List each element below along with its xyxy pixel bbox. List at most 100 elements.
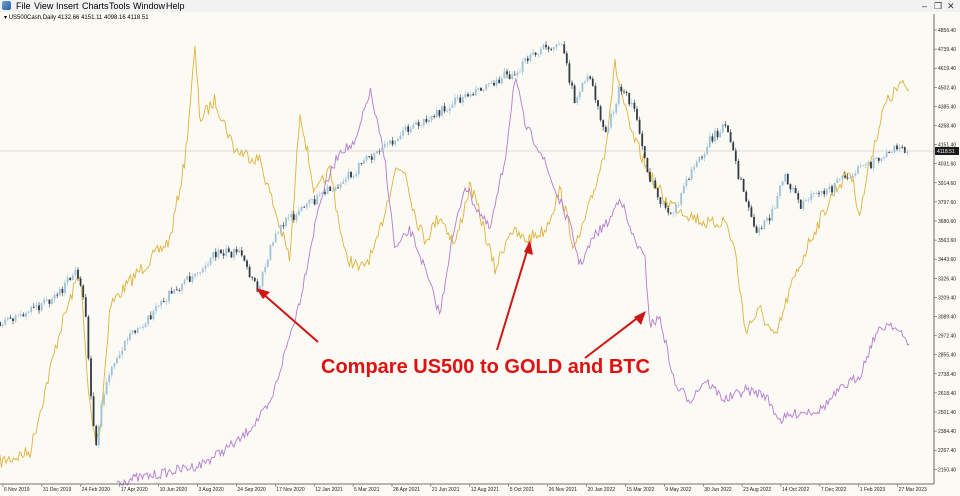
- price-axis-label: 3209.40: [938, 295, 956, 301]
- arrow-to-us500: [261, 292, 319, 343]
- candle-body: [212, 251, 215, 258]
- candle-body: [279, 225, 282, 233]
- candle-body: [220, 249, 222, 254]
- candle-body: [292, 214, 295, 220]
- candle-body: [74, 269, 77, 276]
- candle-body: [30, 307, 33, 312]
- candle-body: [97, 426, 100, 446]
- candle-body: [142, 327, 144, 328]
- candle-body: [342, 181, 345, 184]
- menu-charts[interactable]: Charts: [82, 1, 109, 11]
- candle-body: [103, 394, 105, 405]
- menu-file[interactable]: File: [16, 1, 31, 11]
- price-axis-label: 2738.40: [938, 372, 956, 378]
- candle-body: [350, 172, 352, 178]
- candle-body: [399, 135, 402, 140]
- candle-body: [862, 165, 865, 167]
- candle-body: [329, 186, 332, 191]
- menu-help[interactable]: Help: [166, 1, 185, 11]
- candle-body: [95, 426, 98, 446]
- candle-body: [838, 178, 841, 180]
- candle-body: [264, 266, 267, 272]
- candle-body: [823, 190, 826, 195]
- candle-body: [188, 276, 191, 282]
- menu-tools[interactable]: Tools: [109, 1, 131, 11]
- candle-body: [17, 315, 20, 317]
- candle-body: [422, 119, 425, 126]
- close-icon[interactable]: ✕: [947, 1, 955, 11]
- candle-body: [818, 193, 820, 194]
- candle-body: [472, 94, 475, 96]
- time-axis-label: 12 Jan 2021: [315, 487, 343, 493]
- candle-body: [370, 156, 373, 160]
- price-axis-label: 4739.40: [938, 47, 956, 53]
- candle-body: [690, 169, 693, 180]
- candle-body: [71, 275, 74, 281]
- candle-body: [620, 86, 623, 92]
- price-axis-label: 4031.60: [938, 162, 956, 168]
- candle-body: [204, 265, 207, 269]
- candle-body: [545, 44, 547, 48]
- candle-body: [435, 110, 438, 118]
- candle-body: [373, 153, 376, 160]
- candle-body: [129, 333, 131, 340]
- candle-body: [734, 150, 737, 161]
- candle-body: [607, 127, 610, 132]
- candle-body: [802, 200, 805, 209]
- candle-body: [253, 277, 256, 282]
- candle-body: [649, 171, 651, 182]
- menu-window[interactable]: Window: [133, 1, 166, 11]
- candle-body: [719, 132, 722, 138]
- candle-body: [402, 130, 404, 136]
- menu-insert[interactable]: Insert: [56, 1, 79, 11]
- candle-body: [766, 217, 768, 221]
- candle-body: [235, 249, 238, 253]
- candle-body: [4, 319, 7, 325]
- candle-body: [238, 250, 241, 253]
- candle-body: [35, 305, 38, 308]
- candle-body: [768, 217, 771, 221]
- annotation-text: Compare US500 to GOLD and BTC: [321, 356, 650, 378]
- candle-body: [311, 199, 313, 201]
- time-axis-label: 1 Feb 2023: [860, 487, 886, 493]
- chart-dropdown-icon[interactable]: ▾: [4, 15, 9, 21]
- candle-body: [898, 146, 901, 150]
- time-axis-label: 3 Aug 2020: [199, 487, 225, 493]
- candle-body: [14, 315, 17, 321]
- time-axis-label: 9 May 2022: [665, 487, 691, 493]
- candle-body: [542, 44, 545, 50]
- gold-price-line: [0, 45, 910, 468]
- candle-body: [805, 200, 807, 202]
- candle-body: [503, 71, 506, 79]
- candle-body: [199, 272, 202, 274]
- arrow-head-us500: [256, 288, 270, 299]
- candle-body: [820, 190, 823, 194]
- candle-body: [394, 141, 397, 145]
- candle-body: [456, 97, 459, 99]
- candle-body: [240, 250, 243, 256]
- candle-body: [799, 199, 802, 209]
- candle-body: [534, 52, 537, 55]
- candle-body: [745, 191, 748, 202]
- candle-body: [113, 363, 116, 367]
- candle-body: [66, 277, 69, 283]
- candle-body: [698, 156, 701, 162]
- menu-view[interactable]: View: [34, 1, 54, 11]
- candle-body: [227, 248, 230, 252]
- minimize-icon[interactable]: –: [922, 1, 928, 11]
- candle-body: [147, 315, 150, 324]
- candle-body: [831, 186, 833, 193]
- candle-body: [246, 260, 248, 267]
- chart-area[interactable]: [0, 12, 960, 496]
- candle-body: [490, 83, 493, 84]
- restore-icon[interactable]: ❐: [934, 1, 943, 11]
- candle-body: [521, 61, 524, 72]
- candle-body: [519, 71, 521, 73]
- price-axis-label: 3326.40: [938, 276, 956, 282]
- price-axis-label: 2618.40: [938, 391, 956, 397]
- candle-body: [807, 199, 810, 201]
- price-axis-label: 2972.40: [938, 334, 956, 340]
- candle-body: [415, 122, 417, 125]
- candle-body: [732, 142, 735, 151]
